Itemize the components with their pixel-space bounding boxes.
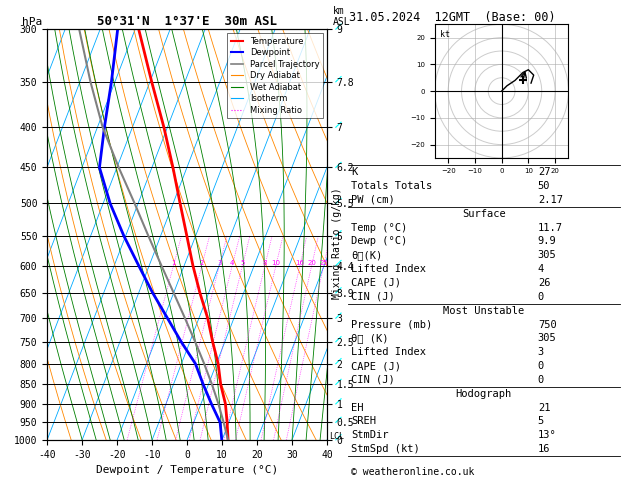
Text: 31.05.2024  12GMT  (Base: 00): 31.05.2024 12GMT (Base: 00) (349, 11, 555, 24)
X-axis label: Dewpoint / Temperature (°C): Dewpoint / Temperature (°C) (96, 465, 278, 475)
Text: Mixing Ratio (g/kg): Mixing Ratio (g/kg) (331, 187, 342, 299)
Text: Totals Totals: Totals Totals (351, 181, 432, 191)
Text: 4: 4 (230, 260, 235, 265)
Text: 3: 3 (538, 347, 544, 357)
Text: hPa: hPa (22, 17, 42, 27)
Text: 25: 25 (320, 260, 328, 265)
Text: CIN (J): CIN (J) (351, 292, 395, 302)
Text: kt: kt (440, 30, 450, 39)
Text: 3: 3 (217, 260, 221, 265)
Text: 305: 305 (538, 250, 557, 260)
Text: 50: 50 (538, 181, 550, 191)
Text: 4: 4 (538, 264, 544, 274)
Text: CAPE (J): CAPE (J) (351, 361, 401, 371)
Text: θᴇ(K): θᴇ(K) (351, 250, 382, 260)
Text: 27: 27 (538, 167, 550, 177)
Text: 9.9: 9.9 (538, 236, 557, 246)
Text: CIN (J): CIN (J) (351, 375, 395, 385)
Text: Lifted Index: Lifted Index (351, 347, 426, 357)
Text: StmSpd (kt): StmSpd (kt) (351, 444, 420, 454)
Text: 13°: 13° (538, 430, 557, 440)
Text: Surface: Surface (462, 208, 506, 219)
Text: 305: 305 (538, 333, 557, 344)
Title: 50°31'N  1°37'E  30m ASL: 50°31'N 1°37'E 30m ASL (97, 15, 277, 28)
Text: θᴇ (K): θᴇ (K) (351, 333, 389, 344)
Text: Dewp (°C): Dewp (°C) (351, 236, 407, 246)
Text: 16: 16 (538, 444, 550, 454)
Text: 0: 0 (538, 292, 544, 302)
Text: 21: 21 (538, 402, 550, 413)
Text: StmDir: StmDir (351, 430, 389, 440)
Text: LCL: LCL (329, 432, 344, 441)
Text: © weatheronline.co.uk: © weatheronline.co.uk (351, 467, 474, 477)
Text: 26: 26 (538, 278, 550, 288)
Text: 0: 0 (538, 361, 544, 371)
Text: Pressure (mb): Pressure (mb) (351, 319, 432, 330)
Text: 20: 20 (307, 260, 316, 265)
Text: SREH: SREH (351, 417, 376, 427)
Text: 750: 750 (538, 319, 557, 330)
Text: EH: EH (351, 402, 364, 413)
Text: 11.7: 11.7 (538, 223, 563, 233)
Text: Temp (°C): Temp (°C) (351, 223, 407, 233)
Legend: Temperature, Dewpoint, Parcel Trajectory, Dry Adiabat, Wet Adiabat, Isotherm, Mi: Temperature, Dewpoint, Parcel Trajectory… (228, 34, 323, 118)
Text: CAPE (J): CAPE (J) (351, 278, 401, 288)
Text: K: K (351, 167, 357, 177)
Text: Hodograph: Hodograph (455, 389, 512, 399)
Text: 8: 8 (263, 260, 267, 265)
Text: 2.17: 2.17 (538, 195, 563, 205)
Text: 2: 2 (199, 260, 204, 265)
Text: PW (cm): PW (cm) (351, 195, 395, 205)
Text: Lifted Index: Lifted Index (351, 264, 426, 274)
Text: 5: 5 (538, 417, 544, 427)
Text: Most Unstable: Most Unstable (443, 306, 525, 316)
Text: 10: 10 (272, 260, 281, 265)
Text: 1: 1 (171, 260, 175, 265)
Text: 0: 0 (538, 375, 544, 385)
Text: 5: 5 (240, 260, 245, 265)
Text: km
ASL: km ASL (333, 5, 350, 27)
Text: 16: 16 (296, 260, 304, 265)
